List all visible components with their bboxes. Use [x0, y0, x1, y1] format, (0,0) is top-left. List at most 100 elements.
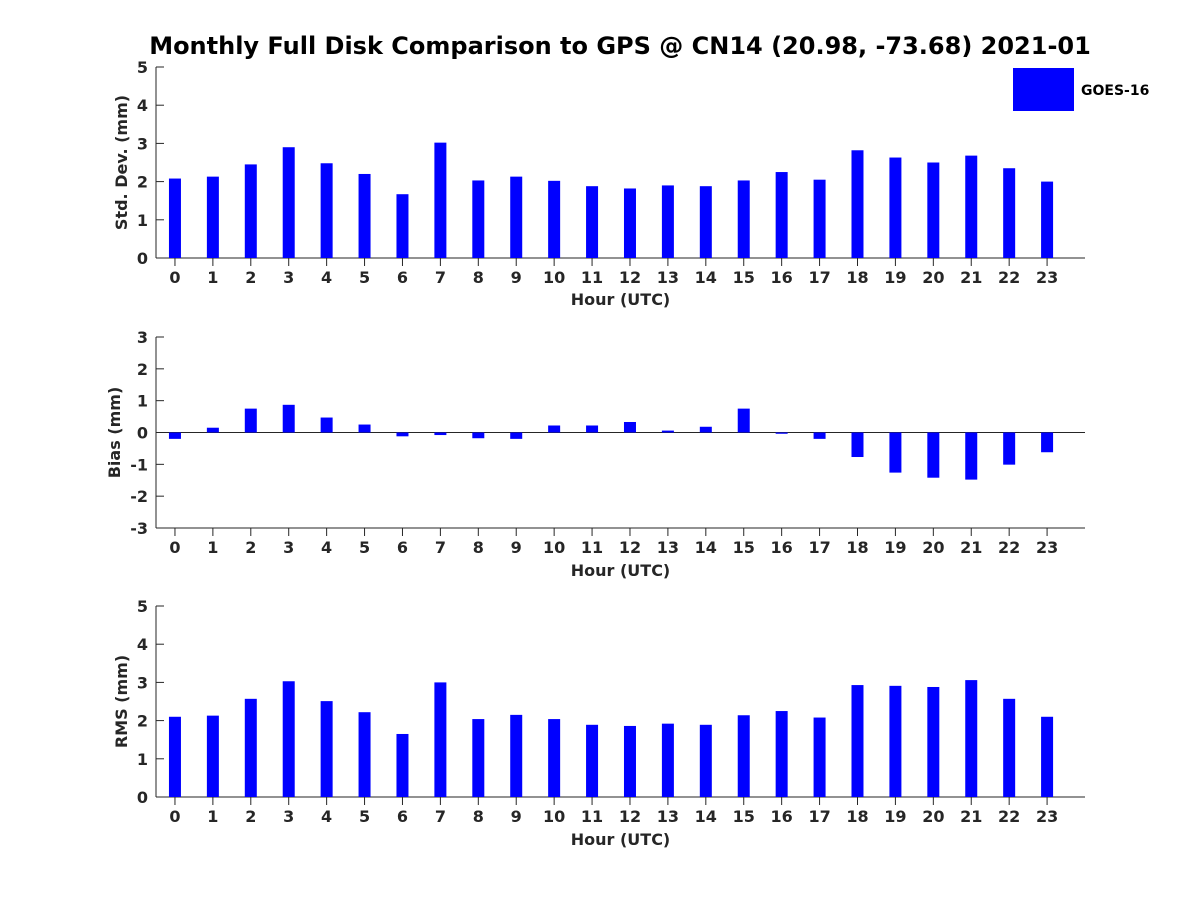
bias-x-tick-label: 15: [733, 538, 755, 557]
rms-bar: [434, 682, 447, 797]
rms-x-tick-label: 17: [808, 807, 830, 826]
rms-bar: [965, 680, 978, 797]
bias-bar: [1041, 432, 1054, 453]
stddev-bar: [927, 162, 940, 258]
stddev-x-tick-label: 14: [695, 268, 717, 287]
bias-x-tick-label: 12: [619, 538, 641, 557]
rms-bar: [206, 715, 219, 797]
stddev-x-tick-label: 15: [733, 268, 755, 287]
stddev-bar: [282, 147, 295, 258]
rms-x-tick-label: 7: [435, 807, 446, 826]
rms-x-tick-label: 18: [846, 807, 868, 826]
bias-x-tick-label: 11: [581, 538, 603, 557]
rms-x-tick-label: 22: [998, 807, 1020, 826]
rms-x-axis-label: Hour (UTC): [571, 830, 671, 849]
bias-bar: [851, 432, 864, 458]
rms-x-tick-label: 4: [321, 807, 332, 826]
legend-label: GOES-16: [1081, 83, 1149, 99]
bias-x-tick-label: 21: [960, 538, 982, 557]
stddev-x-tick-label: 20: [922, 268, 944, 287]
rms-x-tick-label: 0: [169, 807, 180, 826]
figure-title: Monthly Full Disk Comparison to GPS @ CN…: [149, 32, 1091, 60]
bias-bar: [699, 426, 712, 433]
rms-x-tick-label: 19: [884, 807, 906, 826]
stddev-bar: [737, 180, 750, 258]
rms-y-tick-label: 2: [137, 712, 148, 731]
stddev-bar: [244, 164, 257, 258]
rms-bar: [396, 733, 409, 797]
bias-x-tick-label: 0: [169, 538, 180, 557]
bias-x-tick-label: 22: [998, 538, 1020, 557]
stddev-x-tick-label: 22: [998, 268, 1020, 287]
stddev-y-tick-label: 4: [137, 96, 148, 115]
bias-bar: [320, 417, 333, 433]
rms-bar: [320, 701, 333, 797]
bias-bar: [396, 432, 409, 437]
bias-x-tick-label: 7: [435, 538, 446, 557]
rms-x-tick-label: 23: [1036, 807, 1058, 826]
stddev-x-tick-label: 11: [581, 268, 603, 287]
stddev-bar: [813, 179, 826, 258]
bias-x-tick-label: 6: [397, 538, 408, 557]
stddev-bar: [320, 163, 333, 258]
rms-bar: [851, 685, 864, 797]
stddev-bar: [1003, 168, 1016, 258]
stddev-y-tick-label: 5: [137, 58, 148, 77]
bias-bar: [889, 432, 902, 473]
rms-bar: [282, 681, 295, 797]
bias-x-tick-label: 16: [771, 538, 793, 557]
rms-x-tick-label: 5: [359, 807, 370, 826]
stddev-bar: [1041, 181, 1054, 258]
stddev-bar: [851, 150, 864, 258]
rms-bar: [548, 719, 561, 797]
stddev-bar: [661, 185, 674, 258]
bias-y-tick-label: 1: [137, 392, 148, 411]
bias-y-tick-label: -2: [130, 487, 148, 506]
rms-bar: [586, 724, 599, 797]
rms-bar: [775, 711, 788, 797]
stddev-x-tick-label: 2: [245, 268, 256, 287]
rms-bar: [813, 717, 826, 797]
bias-bar: [510, 432, 523, 439]
bias-x-tick-label: 9: [511, 538, 522, 557]
stddev-x-tick-label: 10: [543, 268, 565, 287]
rms-x-tick-label: 12: [619, 807, 641, 826]
bias-y-tick-label: -3: [130, 519, 148, 538]
bias-x-tick-label: 3: [283, 538, 294, 557]
bias-bar: [813, 432, 826, 439]
bias-bar: [1003, 432, 1016, 465]
rms-x-tick-label: 6: [397, 807, 408, 826]
stddev-y-tick-label: 1: [137, 211, 148, 230]
rms-x-tick-label: 14: [695, 807, 717, 826]
stddev-bar: [358, 173, 371, 258]
bias-x-tick-label: 20: [922, 538, 944, 557]
rms-bar: [699, 724, 712, 797]
stddev-bar: [434, 142, 447, 258]
bias-x-tick-label: 10: [543, 538, 565, 557]
bias-x-tick-label: 14: [695, 538, 717, 557]
rms-y-tick-label: 5: [137, 597, 148, 616]
rms-x-tick-label: 9: [511, 807, 522, 826]
bias-x-axis-label: Hour (UTC): [571, 561, 671, 580]
bias-y-axis-label: Bias (mm): [105, 387, 124, 479]
bias-bar: [548, 425, 561, 433]
bias-bar: [965, 432, 978, 480]
stddev-x-tick-label: 6: [397, 268, 408, 287]
bias-y-tick-label: 0: [137, 424, 148, 443]
rms-x-tick-label: 13: [657, 807, 679, 826]
bias-bar: [206, 427, 219, 433]
stddev-x-tick-label: 3: [283, 268, 294, 287]
stddev-x-tick-label: 4: [321, 268, 332, 287]
rms-bar: [623, 725, 636, 797]
stddev-x-tick-label: 18: [846, 268, 868, 287]
rms-bar: [889, 685, 902, 797]
rms-bar: [244, 698, 257, 797]
stddev-x-tick-label: 16: [771, 268, 793, 287]
stddev-y-axis-label: Std. Dev. (mm): [112, 95, 131, 230]
stddev-bar: [396, 194, 409, 258]
rms-bar: [1003, 698, 1016, 797]
bias-bar: [244, 408, 257, 433]
bias-bar: [472, 432, 485, 439]
